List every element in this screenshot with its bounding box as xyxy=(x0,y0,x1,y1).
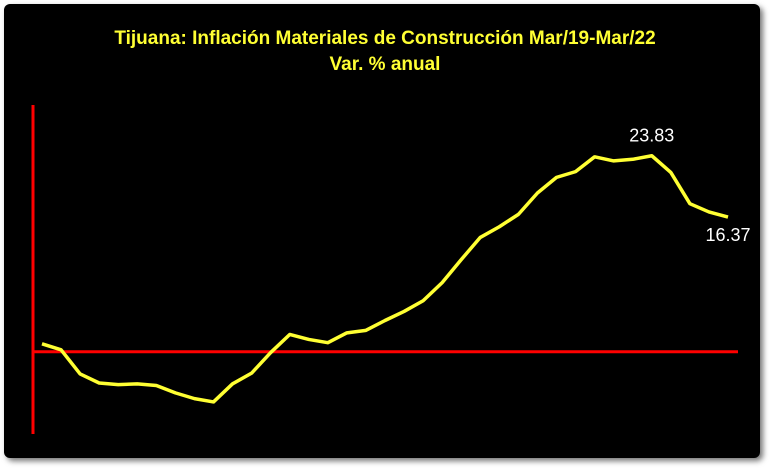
data-line xyxy=(41,153,729,404)
chart-title: Tijuana: Inflación Materiales de Constru… xyxy=(114,28,655,49)
data-label: 16.37 xyxy=(705,225,750,245)
chart-subtitle: Var. % anual xyxy=(330,54,441,75)
data-label: 23.83 xyxy=(629,126,674,146)
chart-frame xyxy=(4,4,760,458)
